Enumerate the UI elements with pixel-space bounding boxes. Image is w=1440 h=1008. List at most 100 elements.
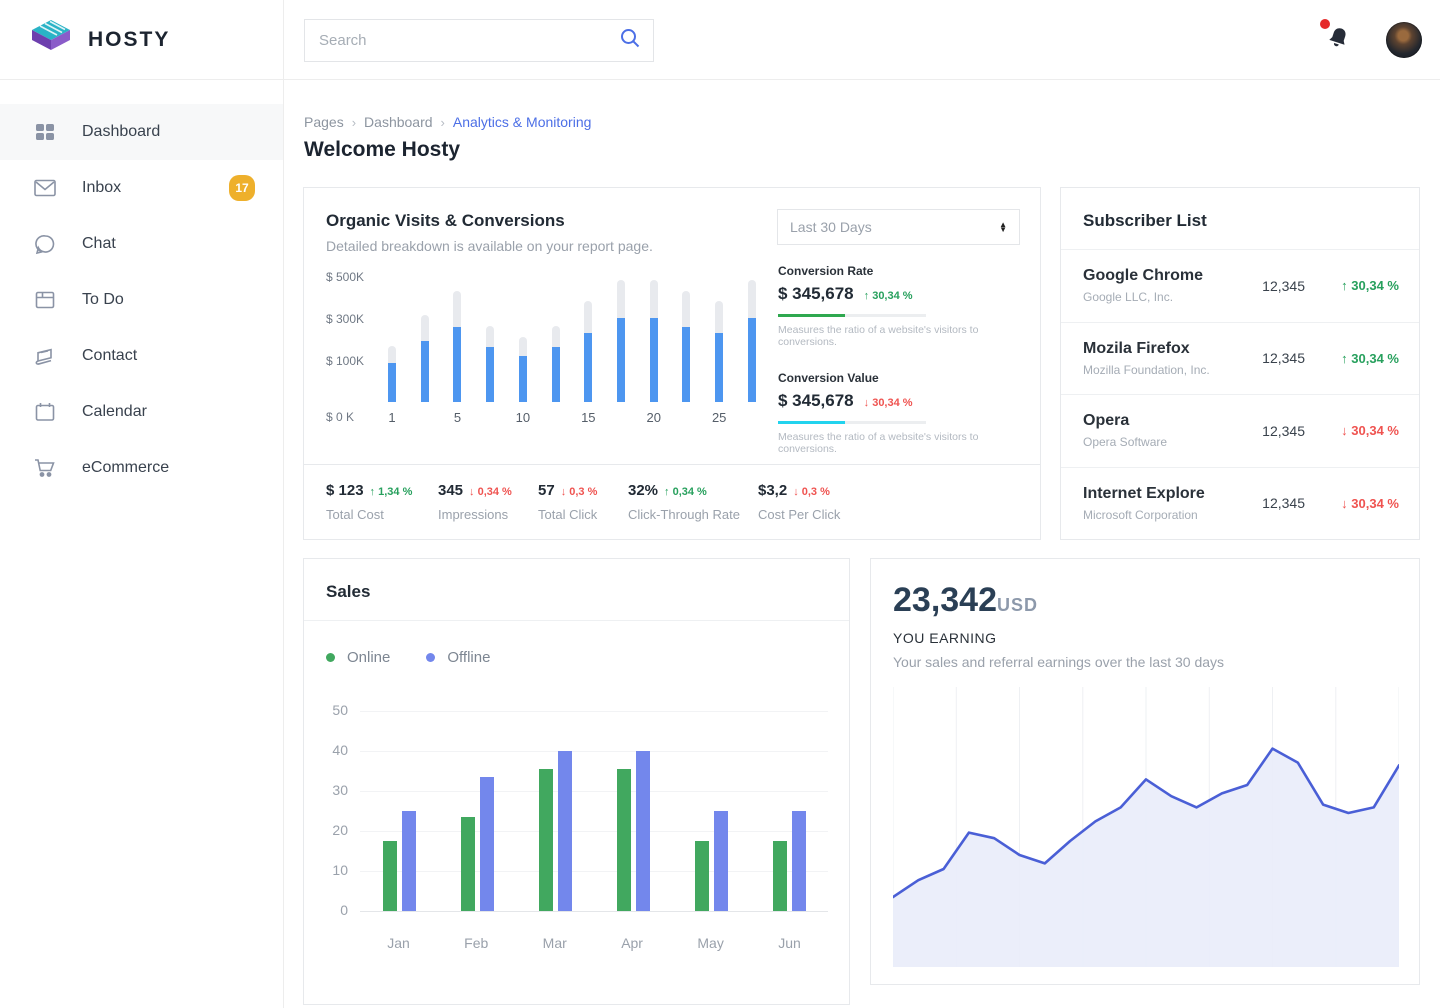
top-header [284,0,1440,80]
subscriber-company: Microsoft Corporation [1083,507,1198,522]
sales-y-tick: 40 [332,742,348,758]
stat-value-row: $ 123 ↑ 1,34 % [326,482,438,499]
breadcrumb-separator-icon: › [440,114,445,130]
organic-bar-fill [486,347,495,402]
sidebar-item-label: Chat [82,235,116,252]
stat-label: Total Cost [326,507,384,522]
sidebar-item-to-do[interactable]: To Do [0,272,283,328]
subscriber-row[interactable]: Opera Opera Software 12,345 ↓ 30,34 % [1061,395,1419,468]
sales-group-may [694,811,728,911]
sidebar-item-label: Calendar [82,403,147,420]
subscriber-row[interactable]: Google Chrome Google LLC, Inc. 12,345 ↑ 30,… [1061,250,1419,323]
metric-label: Conversion Rate [778,264,874,278]
breadcrumb-item[interactable]: Pages [304,114,344,130]
sidebar-item-ecommerce[interactable]: eCommerce [0,440,283,496]
organic-x-tick: 25 [711,410,727,425]
period-select-value: Last 30 Days [790,219,872,235]
subscriber-change: ↑ 30,34 % [1341,350,1399,366]
organic-bar-fill [584,333,593,402]
sales-group-jan [382,811,416,911]
subscriber-row[interactable]: Internet Explore Microsoft Corporation 12,… [1061,468,1419,540]
stat-item: 345 ↓ 0,34 % Impressions [438,482,538,539]
breadcrumb-item[interactable]: Dashboard [364,114,433,130]
legend-item-online: Online [326,649,390,666]
conversion-metrics: Conversion Rate $ 345,678 ↑ 30,34 % Measure… [778,264,1018,478]
organic-x-tick [617,410,625,425]
grid-icon [34,121,56,143]
organic-bar [682,291,691,402]
earnings-label: YOU EARNING [893,630,997,646]
notification-bell-icon[interactable] [1320,19,1354,54]
sales-bar-online [772,841,787,911]
organic-bar [486,326,495,402]
metric-value-row: $ 345,678 ↓ 30,34 % [778,391,1018,411]
search-input[interactable] [319,32,619,49]
organic-plot-area [388,276,756,402]
organic-x-tick [552,410,560,425]
stat-value-row: 32% ↑ 0,34 % [628,482,758,499]
subscriber-company: Mozilla Foundation, Inc. [1083,362,1210,377]
period-select[interactable]: Last 30 Days ▲ ▼ [777,209,1020,245]
subscriber-company: Google LLC, Inc. [1083,290,1174,305]
sidebar-item-calendar[interactable]: Calendar [0,384,283,440]
mail-icon [34,177,56,199]
stat-change: ↑ 0,34 % [664,486,707,498]
sales-y-tick: 20 [332,822,348,838]
organic-bar-fill [551,347,560,402]
stat-change: ↓ 0,34 % [469,486,512,498]
metric-progress-track [778,314,926,317]
organic-bar-fill [617,318,626,402]
sales-bar-offline [479,777,494,911]
sidebar-item-dashboard[interactable]: Dashboard [0,104,283,160]
page-title: Welcome Hosty [304,138,460,161]
legend-dot [426,653,436,662]
sales-x-tick: Jun [778,935,801,951]
sales-x-tick: Feb [464,935,489,951]
subscriber-names: Opera Opera Software [1083,412,1262,449]
organic-card-title: Organic Visits & Conversions [326,211,565,230]
sidebar-item-contact[interactable]: Contact [0,328,283,384]
sales-bar-offline [791,811,806,911]
organic-x-tick: 20 [646,410,661,425]
organic-x-tick [748,410,756,425]
sales-y-tick: 30 [332,782,348,798]
subscriber-row[interactable]: Mozila Firefox Mozilla Foundation, Inc. 12… [1061,323,1419,395]
metric-progress-fill [778,314,845,317]
organic-y-tick: $ 0 K [326,410,355,424]
sales-bar-online [460,817,475,911]
organic-x-tick: 5 [453,410,462,425]
stat-change: ↓ 0,3 % [793,486,830,498]
metric-progress-track [778,421,926,424]
organic-bar-fill [453,327,462,402]
organic-bar-fill [715,333,724,402]
stat-value: 32% [628,482,659,499]
subscriber-list-title: Subscriber List [1061,188,1419,250]
brand-logo-row[interactable]: HOSTY [0,0,283,80]
sales-y-tick: 0 [340,902,348,918]
stat-value-row: 57 ↓ 0,3 % [538,482,628,499]
sales-gridline [360,791,828,792]
conversion-metric: Conversion Rate $ 345,678 ↑ 30,34 % Measure… [778,264,1018,348]
sidebar-item-label: Dashboard [82,123,161,140]
subscriber-count: 12,345 [1262,495,1305,512]
sales-bar-offline [401,811,416,911]
sales-gridline [360,871,828,872]
sidebar-item-inbox[interactable]: Inbox 17 [0,160,283,216]
user-avatar[interactable] [1386,22,1422,58]
subscriber-count: 12,345 [1262,277,1305,294]
stat-item: $ 123 ↑ 1,34 % Total Cost [326,482,438,539]
organic-x-tick [421,410,429,425]
organic-bar-chart: $ 500K $ 300K $ 100K $ 0 K 1 5 10 15 20 25 [326,270,770,448]
organic-bar [551,326,560,402]
sidebar-item-chat[interactable]: Chat [0,216,283,272]
stat-change: ↓ 0,3 % [560,486,598,498]
sales-bar-offline [557,751,572,911]
sidebar-item-label: eCommerce [82,459,170,476]
select-caret-icon: ▲ ▼ [999,220,1007,234]
stat-value-row: $3,2 ↓ 0,3 % [758,482,898,499]
organic-x-tick [486,410,494,425]
search-icon[interactable] [619,27,641,54]
inbox-badge: 17 [229,175,255,201]
breadcrumb-item[interactable]: Analytics & Monitoring [452,114,592,130]
sales-bar-online [616,769,631,911]
